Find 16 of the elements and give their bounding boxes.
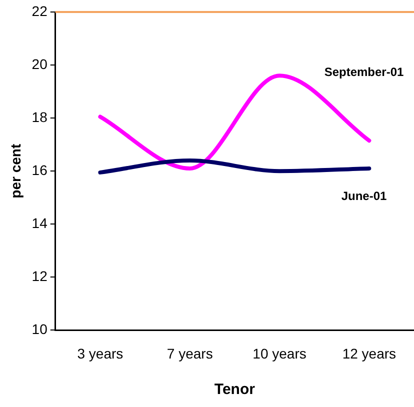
x-tick-label: 10 years	[252, 345, 306, 362]
y-tick-label: 10	[32, 321, 48, 338]
x-tick-label: 3 years	[77, 345, 124, 362]
y-tick-label: 14	[32, 214, 48, 231]
x-tick-label: 12 years	[342, 345, 396, 362]
series-label: September-01	[324, 64, 404, 79]
y-tick-label: 16	[32, 162, 48, 178]
y-tick-label: 18	[32, 108, 48, 125]
line-series	[98, 158, 372, 174]
y-axis-title: per cent	[7, 144, 24, 198]
series-label: June-01	[341, 188, 387, 203]
y-tick-label: 12	[32, 268, 48, 284]
y-tick-label: 20	[32, 56, 48, 72]
y-tick-label: 22	[32, 2, 48, 19]
x-tick-label: 7 years	[166, 345, 213, 362]
x-axis-title: Tenor	[214, 381, 256, 398]
